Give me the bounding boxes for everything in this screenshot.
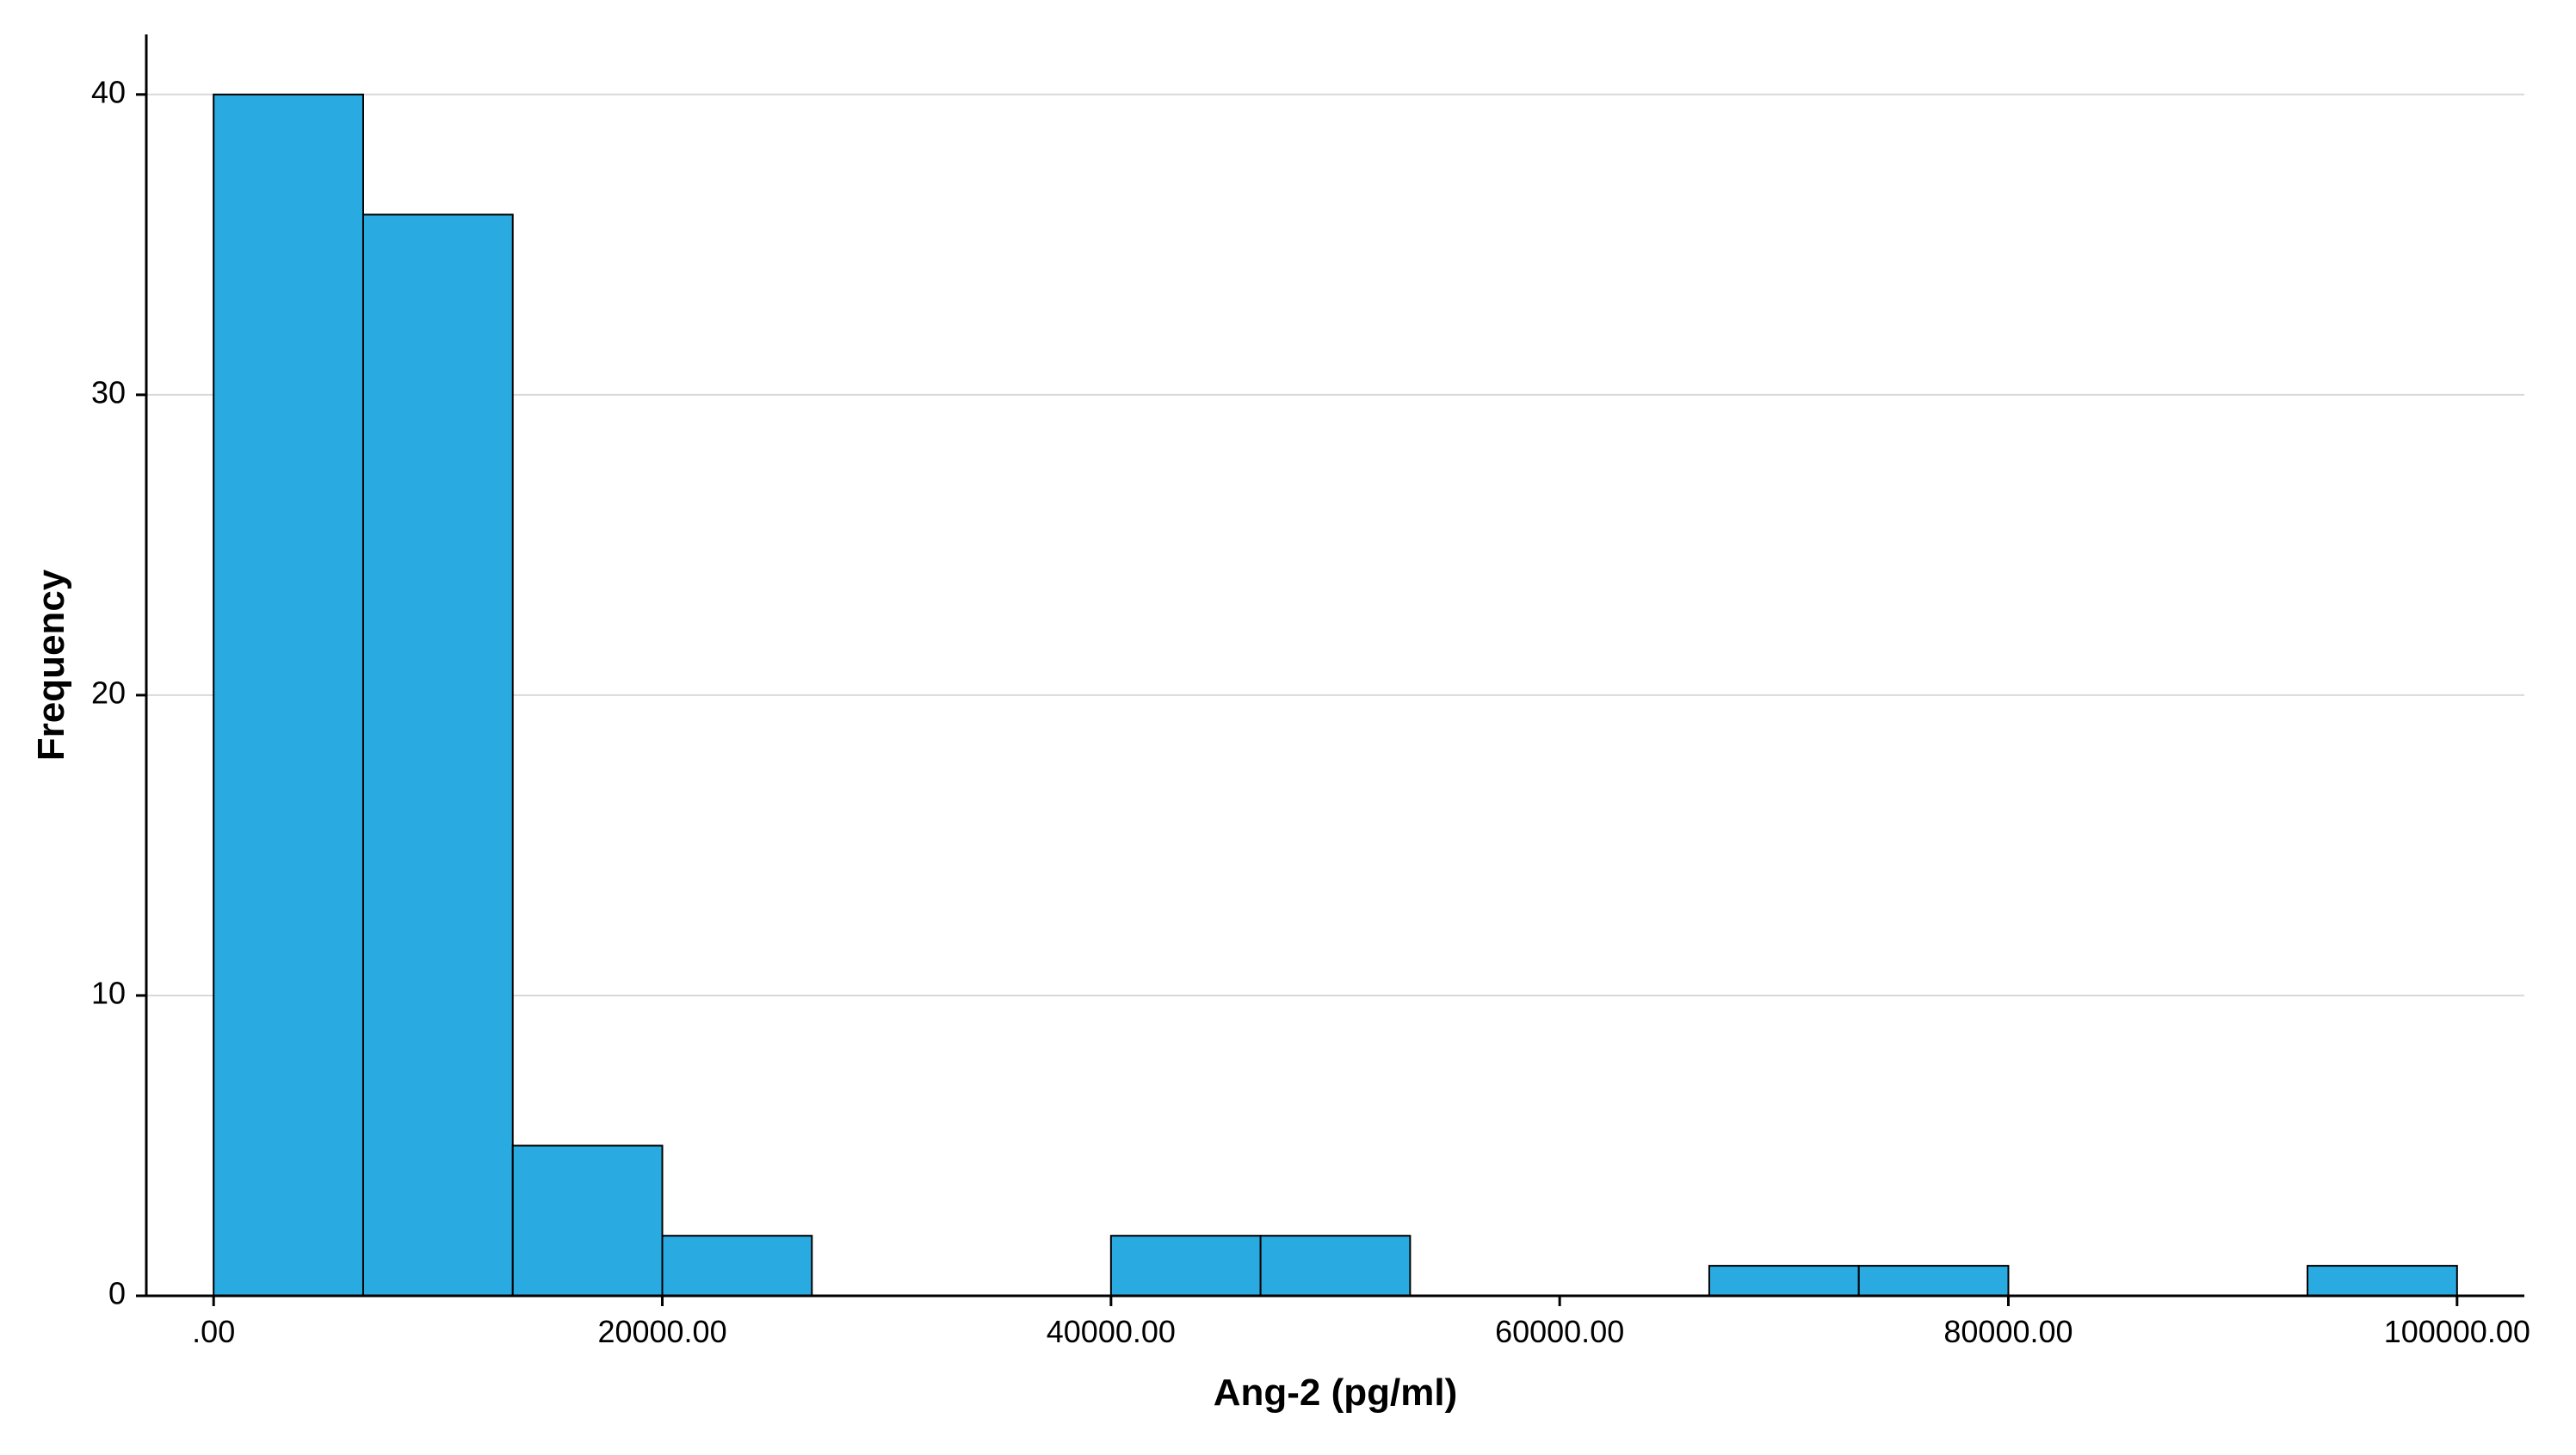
- x-tick-label: 80000.00: [1943, 1314, 2073, 1349]
- x-tick-label: 20000.00: [597, 1314, 726, 1349]
- histogram-bar: [2307, 1266, 2457, 1296]
- y-tick-label: 20: [91, 675, 126, 710]
- histogram-bar: [663, 1236, 812, 1296]
- y-tick-label: 10: [91, 975, 126, 1010]
- y-axis-label: Frequency: [30, 570, 73, 761]
- histogram-bar: [213, 95, 363, 1296]
- chart-svg: 0 10 20 30 40 .00 20000.00 40000.00 60000.00 8000…: [0, 0, 2576, 1451]
- histogram-bar: [363, 214, 513, 1296]
- x-axis-label: Ang-2 (pg/ml): [1214, 1372, 1458, 1415]
- x-tick-label: 60000.00: [1495, 1314, 1624, 1349]
- x-tick-label: .00: [192, 1314, 235, 1349]
- histogram-bar: [513, 1145, 663, 1296]
- histogram-bar: [1261, 1236, 1411, 1296]
- histogram-chart: 0 10 20 30 40 .00 20000.00 40000.00 60000.00 8000…: [0, 0, 2576, 1451]
- histogram-bar: [1111, 1236, 1261, 1296]
- y-tick-label: 40: [91, 74, 126, 109]
- histogram-bar: [1709, 1266, 1859, 1296]
- y-tick-label: 30: [91, 374, 126, 410]
- histogram-bar: [1859, 1266, 2009, 1296]
- y-tick-label: 0: [108, 1276, 126, 1311]
- x-tick-label: 100000.00: [2384, 1314, 2530, 1349]
- x-tick-label: 40000.00: [1047, 1314, 1176, 1349]
